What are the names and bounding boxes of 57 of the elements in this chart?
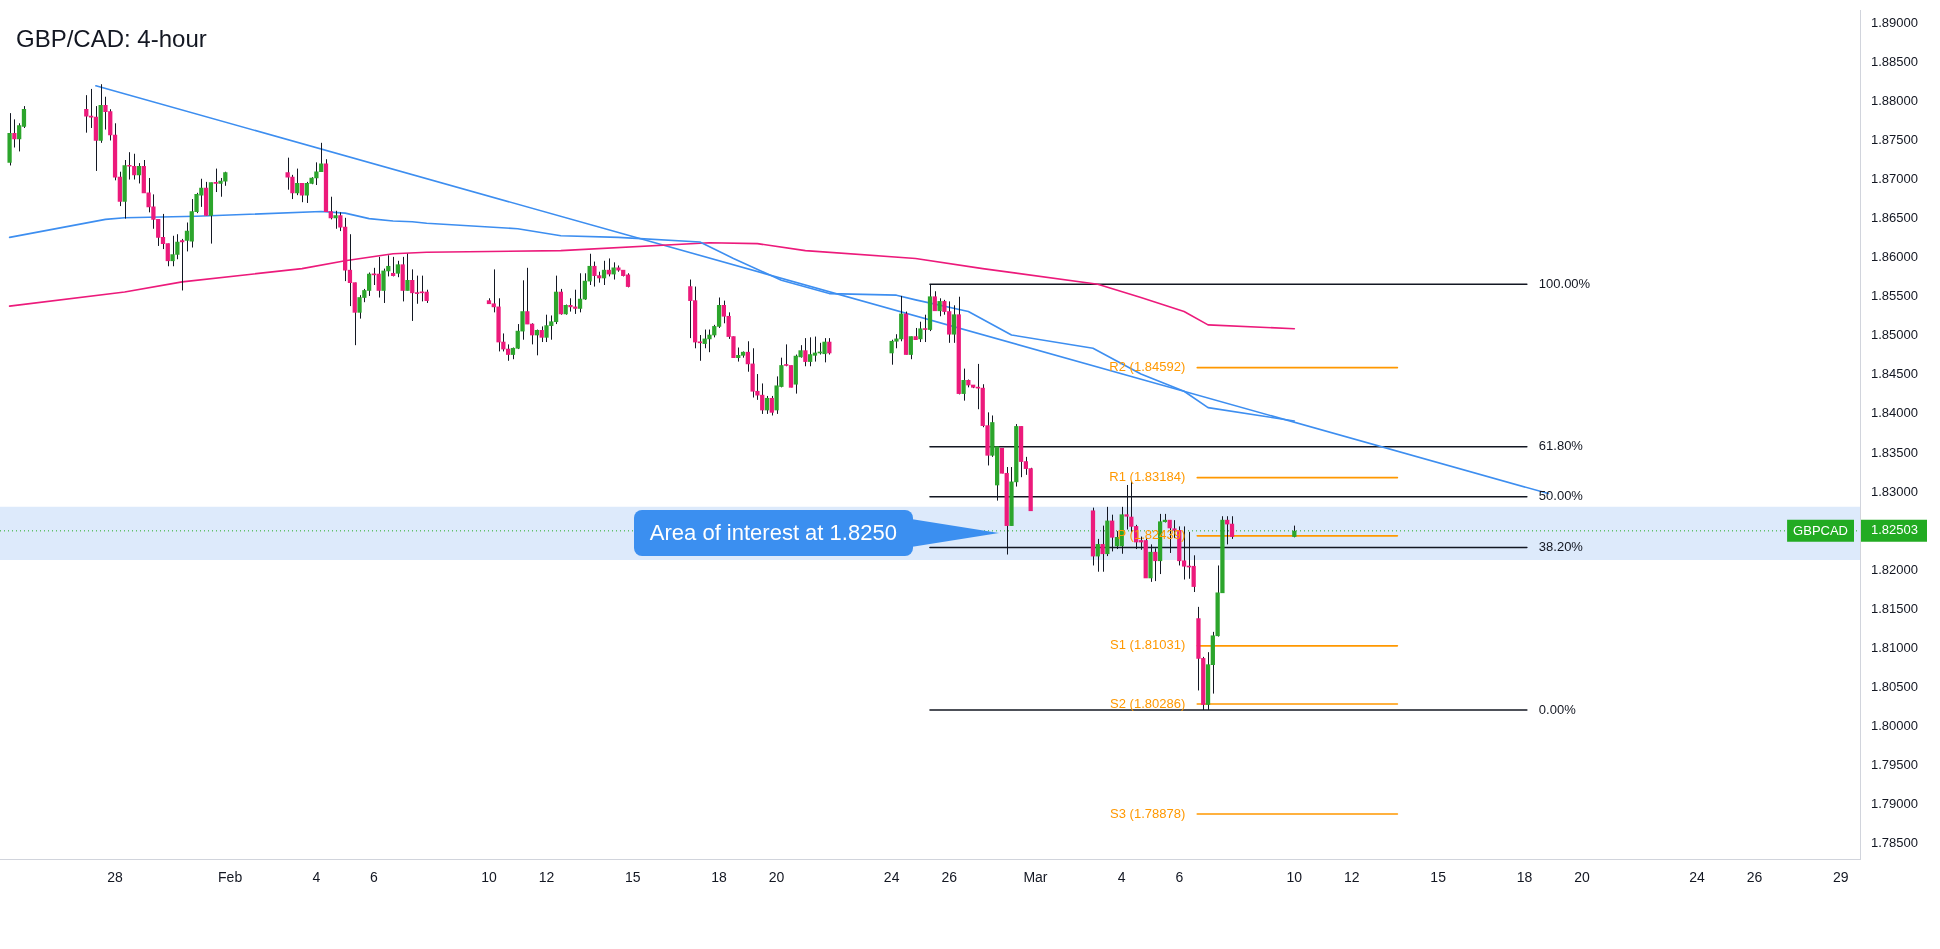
x-tick-label: 12 (538, 869, 555, 886)
x-tick-label: 26 (941, 869, 958, 886)
annotation: 0.00% (1538, 701, 1577, 717)
x-tick-label: 20 (768, 869, 785, 886)
y-tick-label: 1.85500 (1871, 288, 1918, 304)
y-tick-label: 1.80500 (1871, 678, 1918, 694)
x-tick-label: Mar (1023, 869, 1048, 886)
x-tick-label: Feb (218, 869, 243, 886)
x-tick-label: 15 (624, 869, 641, 886)
x-tick-label: 6 (1175, 869, 1184, 886)
ref-line-label: GBPCAD (1793, 523, 1848, 539)
x-tick-label: 18 (1516, 869, 1533, 886)
y-tick-label: 1.85000 (1871, 327, 1918, 343)
x-tick-label: 4 (1117, 869, 1126, 886)
y-tick-label: 1.81000 (1871, 639, 1918, 655)
y-tick-label: 1.86000 (1871, 249, 1918, 265)
annotation: 61.80% (1538, 438, 1584, 454)
y-tick-label: 1.84500 (1871, 366, 1918, 382)
y-tick-label: 1.87500 (1871, 132, 1918, 148)
x-tick-label: 29 (1833, 869, 1849, 886)
x-tick-label: 10 (481, 869, 497, 886)
y-tick-label: 1.78500 (1871, 835, 1918, 851)
annotation: S1 (1.81031) (1110, 637, 1186, 653)
x-tick-label: 26 (1746, 869, 1763, 886)
y-tick-label: 1.84000 (1871, 405, 1918, 421)
x-tick-label: 24 (883, 869, 900, 886)
y-tick-label: 1.80000 (1871, 717, 1918, 733)
y-tick-label: 1.79000 (1871, 796, 1918, 812)
x-tick-label: 15 (1430, 869, 1447, 886)
x-tick-label: 6 (370, 869, 379, 886)
x-tick-label: 20 (1574, 869, 1590, 886)
x-tick-label: 18 (711, 869, 728, 886)
annotation: 38.20% (1538, 539, 1584, 555)
annotation: Area of interest at 1.8250 (633, 510, 913, 557)
y-tick-label: 1.82000 (1871, 561, 1918, 577)
y-tick-label: 1.82503 (1871, 522, 1918, 538)
y-tick-label: 1.86500 (1871, 210, 1918, 226)
y-tick-label: 1.89000 (1871, 14, 1918, 30)
annotation: R1 (1.83184) (1109, 469, 1186, 485)
x-tick-label: 12 (1344, 869, 1360, 886)
y-tick-label: 1.87000 (1871, 171, 1918, 187)
x-tick-label: 24 (1689, 869, 1706, 886)
annotation: 50.00% (1538, 488, 1584, 504)
y-tick-label: 1.88500 (1871, 53, 1918, 69)
y-tick-label: 1.83000 (1871, 483, 1918, 499)
x-tick-label: 28 (107, 869, 124, 886)
x-tick-label: 4 (312, 869, 321, 886)
x-tick-label: 10 (1286, 869, 1303, 886)
y-tick-label: 1.79500 (1871, 757, 1918, 773)
annotation: R2 (1.84592) (1109, 359, 1186, 375)
annotation: S3 (1.78878) (1110, 805, 1186, 821)
y-tick-label: 1.88000 (1871, 93, 1918, 108)
text: GBP/CAD: 4-hour (16, 25, 207, 53)
annotation: 100.00% (1538, 275, 1591, 291)
annotation: S2 (1.80286) (1110, 695, 1186, 711)
y-tick-label: 1.83500 (1871, 444, 1918, 460)
y-tick-label: 1.81500 (1871, 600, 1918, 616)
